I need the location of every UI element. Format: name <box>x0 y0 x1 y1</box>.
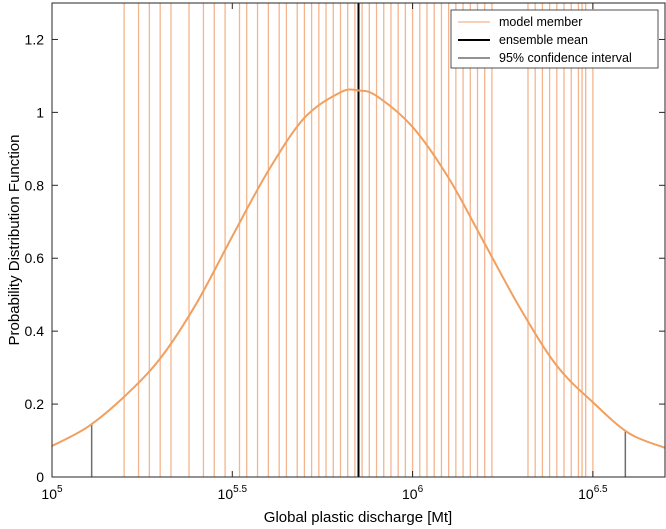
legend: model member ensemble mean 95% confidenc… <box>450 9 659 69</box>
x-tick-label: 106.5 <box>578 484 608 502</box>
model-member-lines <box>123 3 594 477</box>
pdf-curve <box>51 88 666 449</box>
y-axis-ticks: 0 0.2 0.4 0.6 0.8 1 1.2 <box>25 31 665 485</box>
x-axis-title: Global plastic discharge [Mt] <box>264 509 452 526</box>
y-tick-label: 0.8 <box>25 177 45 193</box>
y-axis-title: Probability Distribution Function <box>6 135 23 346</box>
x-axis-ticks: 105 105.5 106 106.5 <box>41 3 608 502</box>
y-tick-label: 0 <box>36 469 44 485</box>
plot-area-frame <box>51 2 666 478</box>
x-tick-label: 105 <box>41 484 63 502</box>
x-tick-label: 106 <box>402 484 424 502</box>
y-tick-label: 0.4 <box>25 323 45 339</box>
legend-label-ensemble-mean: ensemble mean <box>499 33 588 47</box>
legend-label-confidence-interval: 95% confidence interval <box>499 51 632 65</box>
y-tick-label: 0.2 <box>25 396 45 412</box>
legend-label-model-member: model member <box>499 15 582 29</box>
x-tick-label: 105.5 <box>218 484 248 502</box>
y-tick-label: 1 <box>36 104 44 120</box>
confidence-interval-lines <box>90 423 627 477</box>
y-tick-label: 1.2 <box>25 31 45 47</box>
y-tick-label: 0.6 <box>25 250 45 266</box>
